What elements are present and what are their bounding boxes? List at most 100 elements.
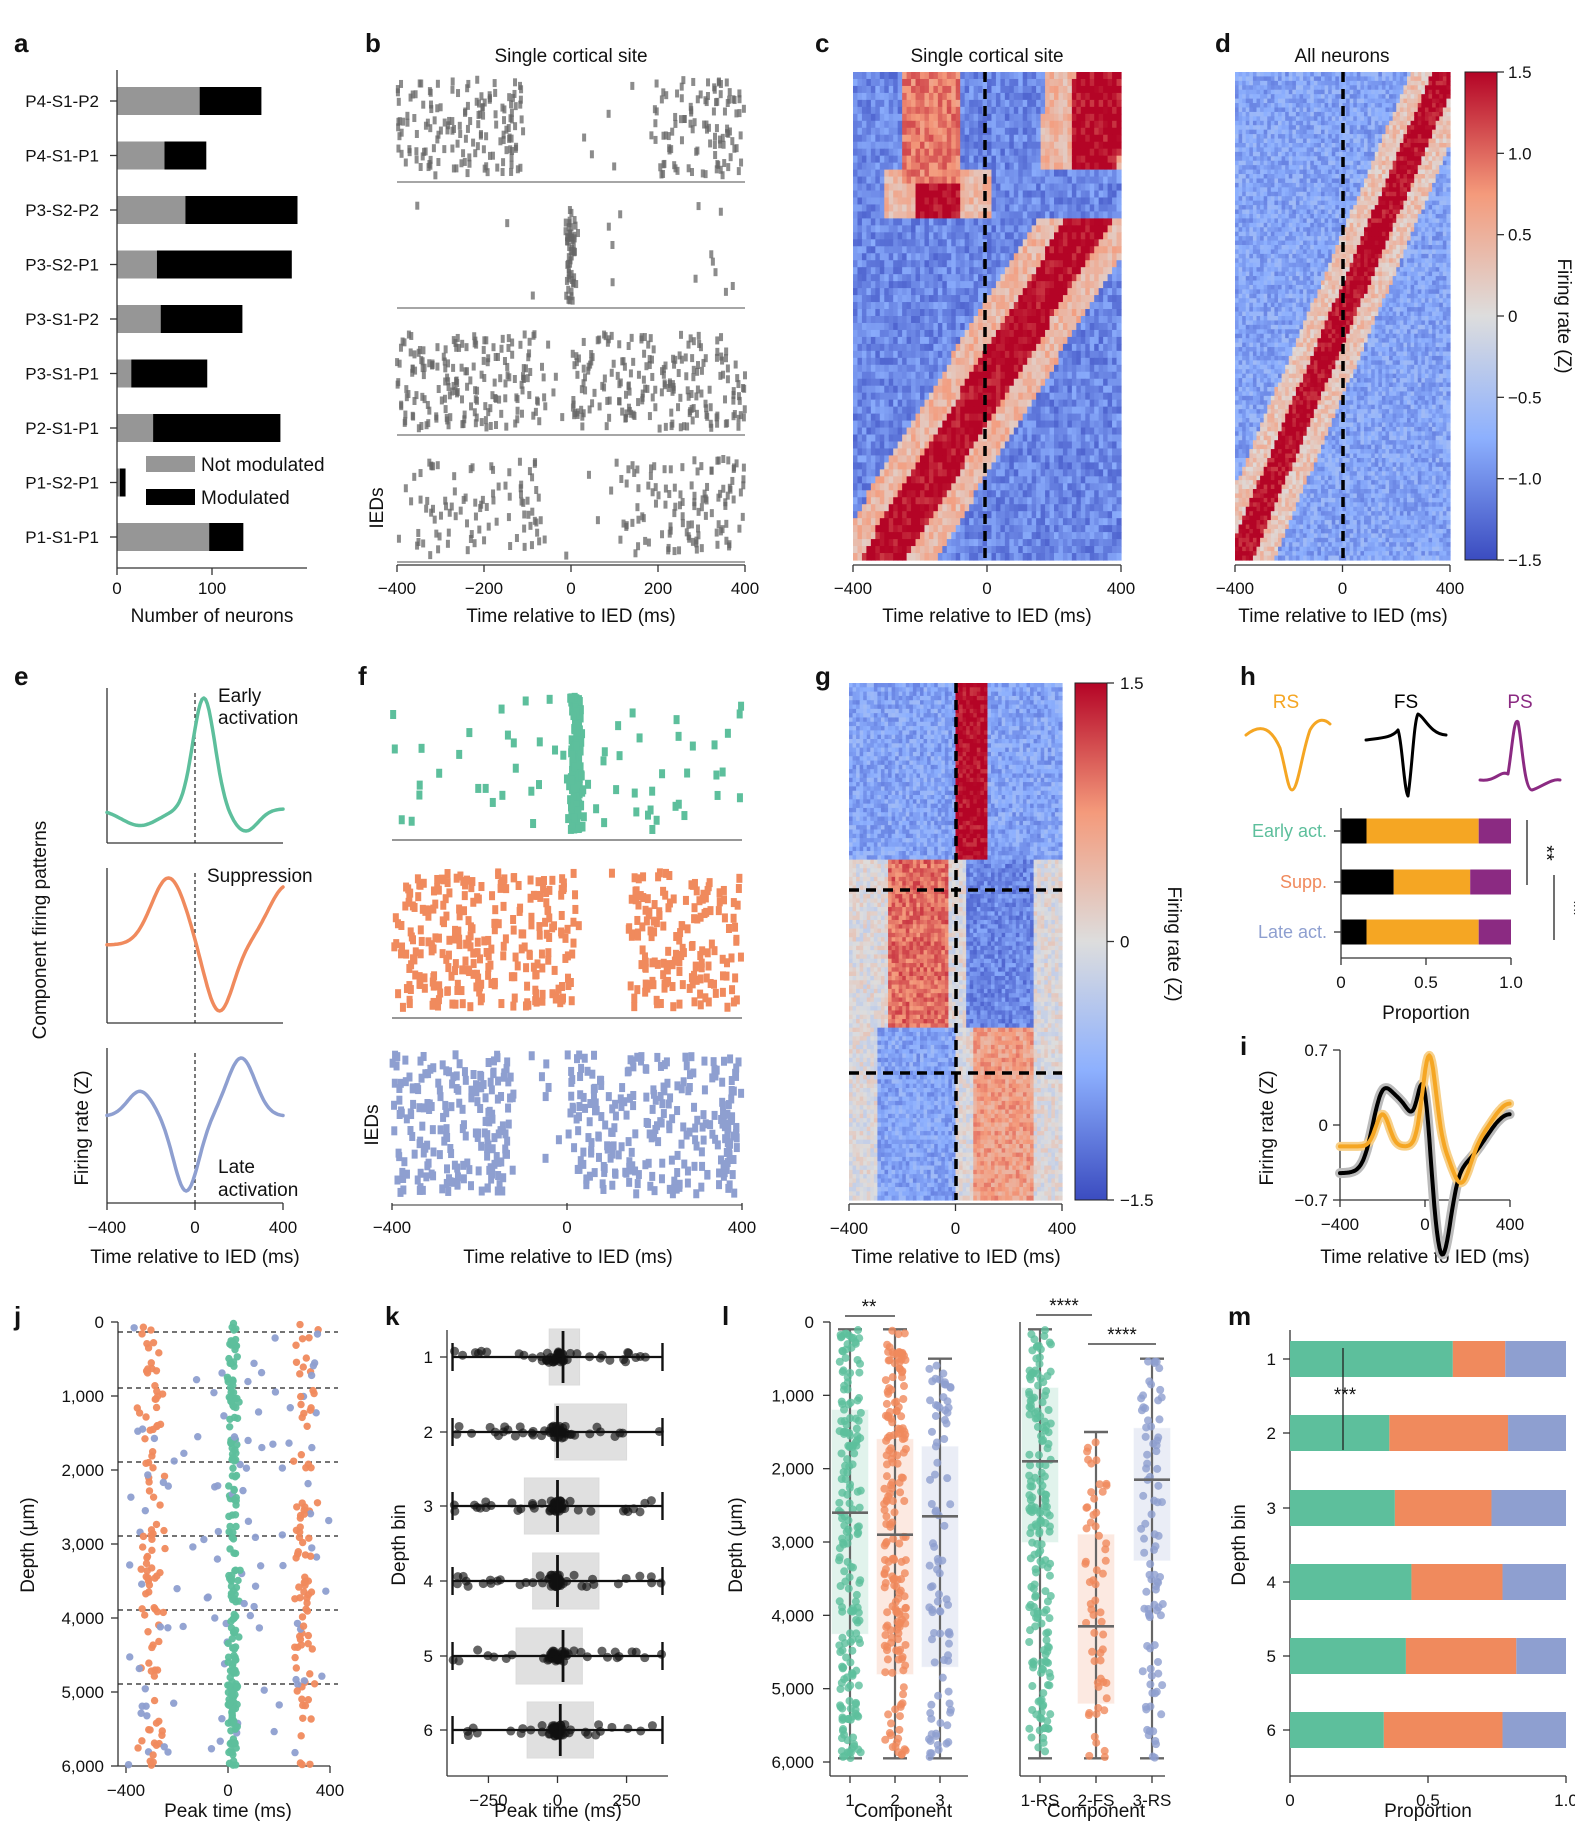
heatmap-cell (995, 134, 1001, 143)
heatmap-cell (978, 511, 984, 519)
heatmap-cell (1009, 78, 1015, 87)
heatmap-cell (973, 504, 979, 512)
heatmap-cell (946, 274, 952, 282)
heatmap-cell (1000, 288, 1006, 296)
heatmap-cell (987, 120, 993, 129)
heatmap-cell (1067, 239, 1073, 247)
heatmap-cell (888, 253, 894, 261)
raster-tick (501, 158, 506, 167)
heatmap-cell (861, 246, 867, 254)
heatmap-cell (1094, 197, 1100, 206)
heatmap-cell (1013, 260, 1019, 268)
heatmap-cell (1067, 378, 1073, 387)
heatmap-cell (1054, 469, 1060, 477)
heatmap-cell (928, 232, 934, 240)
heatmap-cell (978, 295, 984, 303)
heatmap-cell (1067, 253, 1073, 261)
raster-tick (653, 403, 658, 412)
heatmap-cell (1022, 92, 1028, 101)
heatmap-cell (1009, 399, 1015, 408)
raster-tick (659, 388, 664, 397)
heatmap-cell (902, 225, 908, 233)
heatmap-cell (1076, 441, 1082, 450)
heatmap-cell (933, 92, 939, 101)
heatmap-cell (991, 364, 997, 373)
heatmap-cell (969, 162, 975, 171)
heatmap-cell (1098, 99, 1104, 108)
heatmap-cell (1022, 120, 1028, 129)
heatmap-cell (1103, 162, 1109, 171)
heatmap-cell (1000, 232, 1006, 240)
heatmap-cell (857, 204, 863, 213)
heatmap-cell (1112, 218, 1118, 226)
raster-tick (479, 418, 484, 427)
raster-tick (474, 413, 479, 422)
heatmap-cell (1085, 155, 1091, 164)
heatmap-cell (1036, 197, 1042, 206)
bar-modulated (131, 359, 208, 388)
raster-tick (472, 339, 477, 348)
raster-tick (405, 111, 410, 120)
raster-tick (622, 362, 627, 371)
heatmap-cell (870, 406, 876, 415)
raster-tick (706, 123, 711, 132)
heatmap-cell (911, 329, 917, 338)
heatmap-cell (951, 92, 957, 101)
heatmap-cell (1049, 85, 1055, 94)
heatmap-cell (991, 141, 997, 150)
heatmap-cell (911, 99, 917, 108)
heatmap-cell (1022, 141, 1028, 150)
raster-tick (528, 521, 533, 530)
heatmap-cell (960, 518, 966, 526)
heatmap-cell (915, 322, 921, 331)
heatmap-cell (875, 253, 881, 261)
heatmap-cell (1085, 72, 1091, 80)
raster-tick (720, 133, 725, 142)
heatmap-cell (902, 197, 908, 206)
heatmap-cell (1045, 434, 1051, 443)
heatmap-cell (915, 378, 921, 387)
heatmap-cell (937, 420, 943, 429)
heatmap-cell (1058, 127, 1064, 136)
heatmap-cell (906, 218, 912, 226)
heatmap-cell (951, 497, 957, 505)
heatmap-cell (1067, 260, 1073, 268)
heatmap-cell (1067, 267, 1073, 275)
heatmap-cell (924, 183, 930, 192)
heatmap-cell (951, 392, 957, 401)
heatmap-cell (937, 225, 943, 233)
heatmap-cell (861, 148, 867, 157)
heatmap-cell (1076, 106, 1082, 115)
heatmap-cell (1076, 525, 1082, 533)
heatmap-cell (991, 385, 997, 394)
heatmap-cell (879, 204, 885, 213)
heatmap-cell (879, 85, 885, 94)
raster-tick (476, 99, 481, 108)
heatmap-cell (884, 420, 890, 429)
heatmap-cell (1036, 385, 1042, 394)
heatmap-cell (1103, 420, 1109, 429)
heatmap-cell (1004, 295, 1010, 303)
heatmap-cell (1103, 169, 1109, 178)
heatmap-cell (920, 85, 926, 94)
heatmap-cell (991, 406, 997, 415)
heatmap-cell (1062, 162, 1068, 171)
heatmap-cell (951, 309, 957, 317)
raster-tick (515, 165, 520, 174)
heatmap-cell (1107, 211, 1113, 219)
heatmap-cell (853, 295, 859, 303)
heatmap-cell (1036, 504, 1042, 512)
raster-tick (473, 149, 478, 158)
heatmap-cell (942, 357, 948, 366)
heatmap-cell (853, 455, 859, 463)
heatmap-cell (1062, 169, 1068, 178)
heatmap-cell (1045, 239, 1051, 247)
heatmap-cell (942, 455, 948, 463)
heatmap-cell (928, 462, 934, 470)
raster-tick (723, 395, 728, 404)
heatmap-cell (897, 350, 903, 359)
heatmap-cell (1112, 316, 1118, 324)
heatmap-cell (978, 434, 984, 443)
raster-tick (671, 354, 676, 363)
bar-not-modulated (117, 414, 154, 442)
